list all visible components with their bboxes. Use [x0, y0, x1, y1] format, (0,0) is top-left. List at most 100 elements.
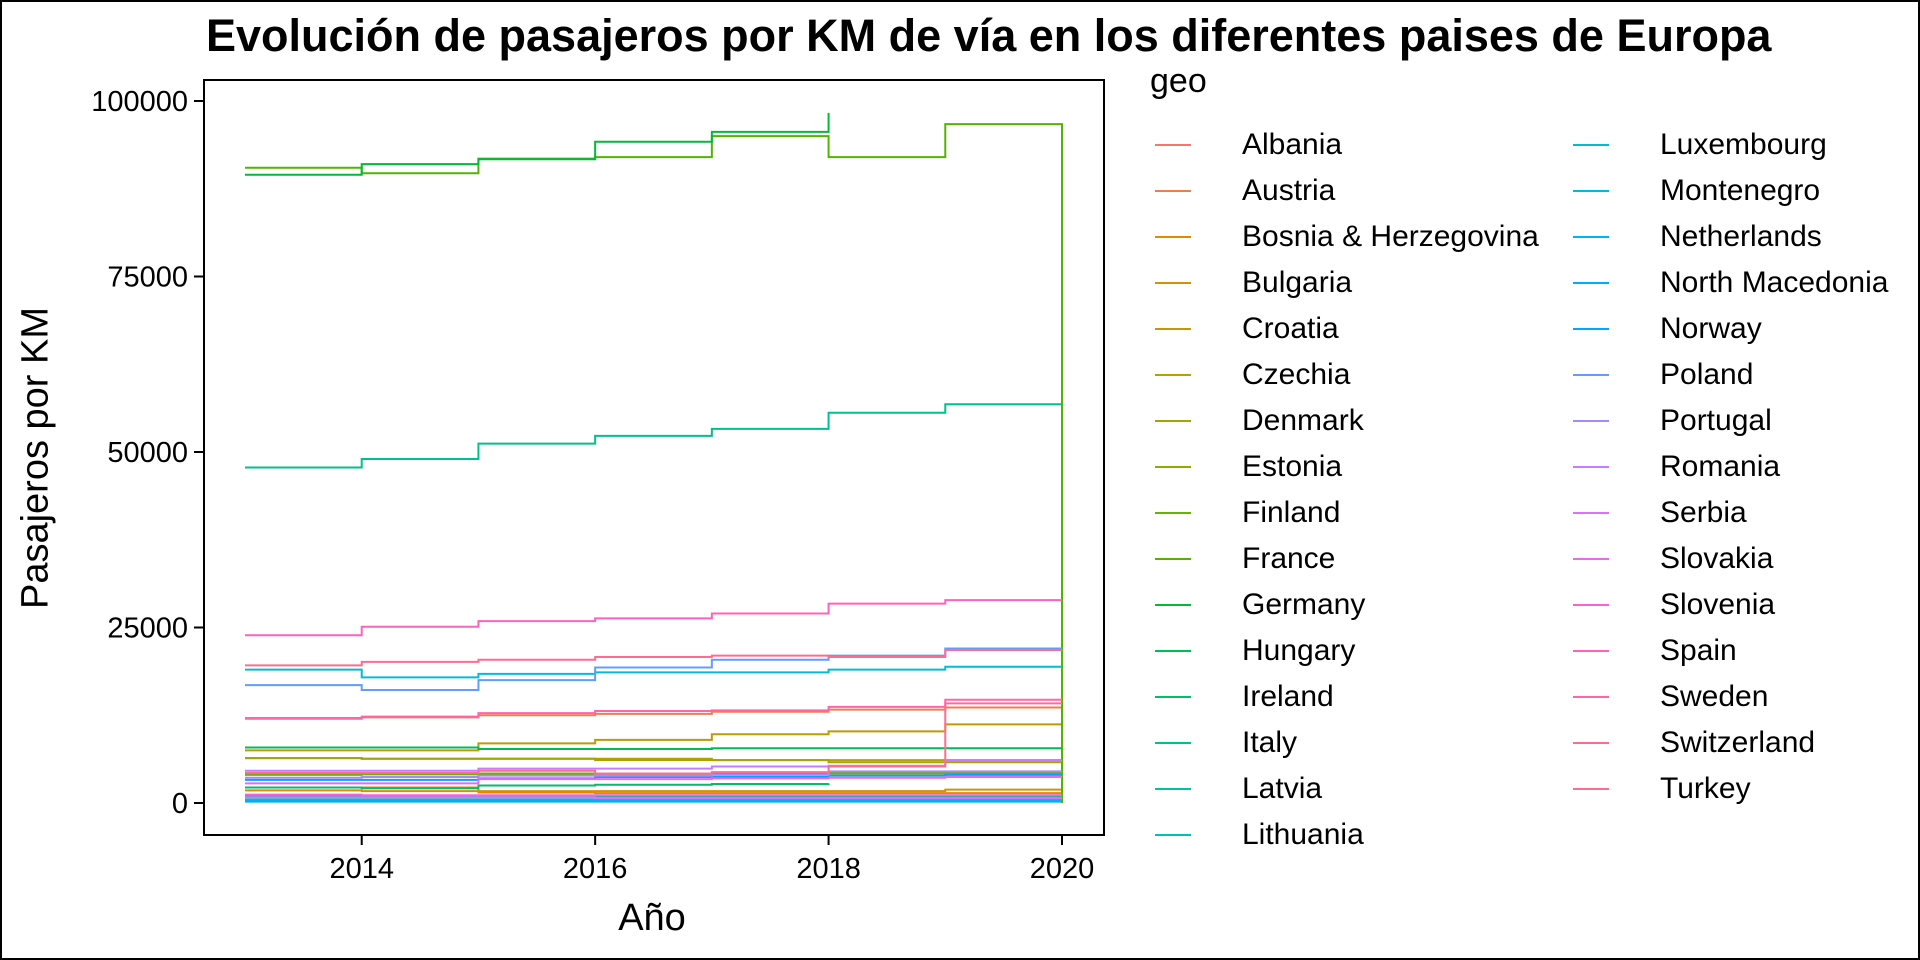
series-line-norway	[245, 773, 1062, 781]
legend-label: Italy	[1242, 726, 1298, 759]
legend-label: Switzerland	[1660, 726, 1816, 759]
legend-key-line	[1573, 190, 1609, 192]
legend-key-line	[1155, 558, 1191, 560]
legend-label: Lithuania	[1242, 818, 1364, 851]
y-tick-label: 75000	[107, 262, 188, 294]
legend-item-luxembourg: Luxembourg	[1570, 122, 1888, 168]
series-line-poland	[245, 647, 1062, 691]
legend-item-lithuania: Lithuania	[1152, 812, 1539, 858]
legend-key-line	[1155, 742, 1191, 744]
series-line-bosnia-herzegovina	[245, 789, 1062, 795]
legend-key-line	[1155, 834, 1191, 836]
legend-label: Hungary	[1242, 634, 1356, 667]
legend-key-line	[1573, 788, 1609, 790]
series-layer	[245, 112, 1063, 803]
legend-item-estonia: Estonia	[1152, 444, 1539, 490]
legend-label: Albania	[1242, 128, 1343, 161]
legend-key-line	[1573, 236, 1609, 238]
legend-key-line	[1155, 420, 1191, 422]
series-line-denmark	[245, 757, 1062, 764]
legend-key-line	[1573, 512, 1609, 514]
legend-item-norway: Norway	[1570, 306, 1888, 352]
legend-label: Austria	[1242, 174, 1336, 207]
legend-label: Croatia	[1242, 312, 1339, 345]
legend-item-sweden: Sweden	[1570, 674, 1888, 720]
legend-label: Netherlands	[1660, 220, 1822, 253]
legend-key-line	[1573, 144, 1609, 146]
legend-item-france: France	[1152, 536, 1539, 582]
legend-key-line	[1155, 236, 1191, 238]
x-axis: 2014 2016 2018 2020	[329, 835, 1094, 885]
legend-label: Denmark	[1242, 404, 1364, 437]
legend-key-line	[1573, 742, 1609, 744]
series-line-hungary	[245, 746, 1062, 750]
legend-key-line	[1155, 144, 1191, 146]
legend-key-line	[1155, 512, 1191, 514]
legend-item-montenegro: Montenegro	[1570, 168, 1888, 214]
series-line-slovenia	[245, 793, 1062, 797]
legend-label: Romania	[1660, 450, 1781, 483]
legend-label: Slovenia	[1660, 588, 1776, 621]
legend-item-latvia: Latvia	[1152, 766, 1539, 812]
x-axis-label: Año	[618, 897, 686, 939]
legend-key-line	[1155, 466, 1191, 468]
legend-key-line	[1155, 604, 1191, 606]
series-line-italy	[245, 403, 1062, 469]
legend-item-portugal: Portugal	[1570, 398, 1888, 444]
legend-key-line	[1155, 696, 1191, 698]
legend-key-line	[1155, 190, 1191, 192]
legend-key-line	[1155, 650, 1191, 652]
series-line-portugal	[245, 770, 1062, 779]
legend-item-denmark: Denmark	[1152, 398, 1539, 444]
legend-key-line	[1573, 328, 1609, 330]
legend-key-line	[1573, 282, 1609, 284]
series-line-sweden	[245, 698, 1062, 720]
legend-item-croatia: Croatia	[1152, 306, 1539, 352]
chart-title: Evolución de pasajeros por KM de vía en …	[206, 10, 1772, 61]
legend-label: Estonia	[1242, 450, 1343, 483]
y-tick-label: 25000	[107, 613, 188, 645]
series-line-france	[245, 123, 1063, 803]
x-tick-label: 2020	[1030, 853, 1095, 885]
legend-item-albania: Albania	[1152, 122, 1539, 168]
legend-key-line	[1573, 420, 1609, 422]
legend-key-line	[1573, 374, 1609, 376]
legend-key-line	[1155, 328, 1191, 330]
legend-key-line	[1573, 604, 1609, 606]
legend-item-slovakia: Slovakia	[1570, 536, 1888, 582]
legend-column-2: Luxembourg Montenegro Netherlands North Mac…	[1570, 122, 1888, 812]
plot-panel-border	[203, 79, 1105, 836]
legend-label: France	[1242, 542, 1336, 575]
legend-item-germany: Germany	[1152, 582, 1539, 628]
legend-label: Turkey	[1660, 772, 1751, 805]
series-line-slovakia	[245, 776, 1062, 785]
legend-item-north-macedonia: North Macedonia	[1570, 260, 1888, 306]
legend-item-ireland: Ireland	[1152, 674, 1539, 720]
legend-item-slovenia: Slovenia	[1570, 582, 1888, 628]
legend-item-spain: Spain	[1570, 628, 1888, 674]
y-tick-label: 50000	[107, 437, 188, 469]
y-tick-label: 100000	[91, 86, 188, 118]
legend-key-line	[1155, 788, 1191, 790]
legend-label: Finland	[1242, 496, 1341, 529]
legend-label: Ireland	[1242, 680, 1334, 713]
series-line-turkey	[245, 702, 1062, 775]
legend-key-line	[1573, 558, 1609, 560]
legend-item-italy: Italy	[1152, 720, 1539, 766]
legend-item-serbia: Serbia	[1570, 490, 1888, 536]
legend-label: Germany	[1242, 588, 1366, 621]
series-line-switzerland	[245, 648, 1062, 667]
legend-item-romania: Romania	[1570, 444, 1888, 490]
legend-key-line	[1573, 650, 1609, 652]
legend-label: North Macedonia	[1660, 266, 1889, 299]
x-tick-label: 2016	[563, 853, 628, 885]
legend-key-line	[1155, 374, 1191, 376]
legend-column-1: Albania Austria Bosnia & Herzegovina Bulgar…	[1152, 122, 1539, 858]
legend-label: Luxembourg	[1660, 128, 1827, 161]
series-line-ireland	[245, 783, 830, 790]
legend-label: Slovakia	[1660, 542, 1774, 575]
legend-item-bulgaria: Bulgaria	[1152, 260, 1539, 306]
legend-label: Spain	[1660, 634, 1737, 667]
legend-key-line	[1573, 466, 1609, 468]
legend-item-bosnia-herzegovina: Bosnia & Herzegovina	[1152, 214, 1539, 260]
